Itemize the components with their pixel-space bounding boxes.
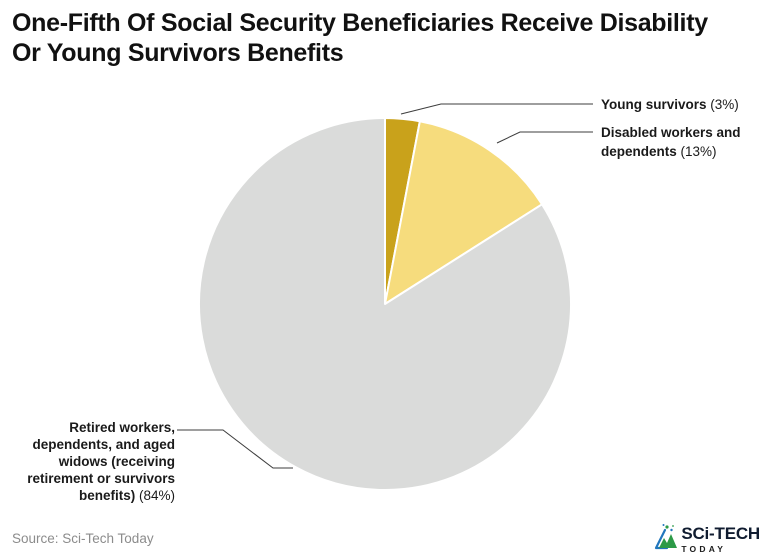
leader-line-disabled — [496, 131, 593, 144]
sci-tech-today-logo: SCi-TECH TODAY — [654, 523, 760, 555]
slice-label-disabled-workers: Disabled workers and dependents (13%) — [601, 125, 741, 159]
logo-main-text: SCi-TECH — [681, 523, 760, 543]
leader-line-young — [400, 103, 593, 115]
leader-lines — [177, 103, 593, 469]
pie-slice-2 — [197, 117, 572, 491]
slice-label-young-survivors: Young survivors (3%) — [601, 97, 739, 112]
pie-slices — [197, 116, 572, 491]
pie-slice-1 — [384, 120, 544, 305]
logo-text: SCi-TECH TODAY — [681, 523, 760, 554]
page-title: One-Fifth Of Social Security Beneficiari… — [12, 9, 708, 67]
leader-line-retired — [177, 429, 293, 469]
logo-sub-text: TODAY — [681, 543, 727, 554]
slice-label-retired-workers: Retired workers, dependents, and aged wi… — [27, 420, 175, 503]
sci-tech-logo-icon — [654, 523, 678, 555]
source-note: Source: Sci-Tech Today — [12, 531, 154, 546]
